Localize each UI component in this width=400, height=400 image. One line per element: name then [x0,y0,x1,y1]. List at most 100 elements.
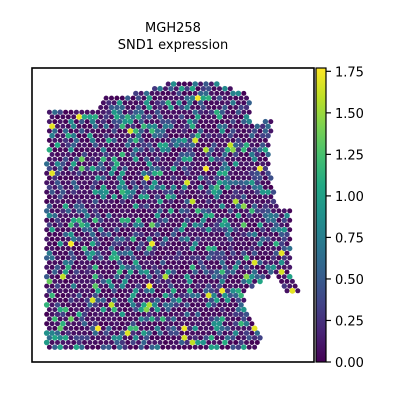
spot-point [130,142,136,148]
spot-point [135,104,142,111]
spot-point [222,123,228,129]
spot-point [90,128,96,134]
spot-point [241,325,247,331]
spot-point [146,114,152,120]
spot-point [168,189,174,195]
spot-point [216,170,223,177]
spot-point [103,302,109,308]
spot-point [60,189,66,195]
spot-point [260,123,266,129]
spot-point [190,227,195,233]
spot-point [251,259,258,266]
spot-point [49,340,55,345]
spot-point [63,222,69,228]
spot-point [233,180,239,186]
spot-point [184,189,190,195]
spot-point [254,246,260,251]
spot-point [106,203,112,209]
spot-point [84,306,90,313]
spot-point [235,241,241,247]
spot-point [217,264,222,270]
spot-point [79,222,85,228]
spot-point [262,184,268,190]
spot-point [200,104,206,111]
spot-point [152,330,158,336]
spot-point [176,213,182,219]
spot-point [160,156,166,162]
spot-point [114,189,120,195]
spot-point [133,297,139,303]
spot-point [189,85,196,92]
spot-point [130,321,136,327]
spot-point [173,283,179,289]
spot-point [122,203,128,209]
spot-point [127,269,134,275]
spot-point [179,236,185,242]
spot-point [95,297,101,303]
spot-point [152,95,158,101]
spot-point [203,100,209,106]
spot-point [154,109,161,115]
spot-point [246,184,252,190]
spot-point [95,156,101,162]
spot-point [130,339,136,346]
spot-point [246,335,252,341]
spot-point [160,250,166,256]
spot-point [130,330,136,336]
spot-point [141,264,147,270]
spot-point [46,137,52,143]
spot-point [149,307,155,313]
spot-point [79,307,85,313]
spot-point [154,335,160,341]
spot-point [92,255,99,261]
spot-point [195,321,201,327]
spot-point [227,274,233,280]
spot-point [133,194,139,200]
spot-point [65,227,71,233]
spot-point [233,227,239,233]
spot-point [44,293,50,298]
spot-point [92,133,98,139]
spot-point [181,344,187,350]
spot-point [192,128,198,134]
spot-point [100,175,107,181]
spot-point [116,175,123,181]
spot-point [200,152,206,157]
spot-point [98,161,104,167]
spot-point [163,283,168,289]
spot-point [138,250,144,256]
spot-point [46,119,52,125]
spot-point [219,259,225,266]
spot-point [57,344,63,351]
spot-point [60,199,66,204]
spot-point [109,236,114,242]
spot-point [136,208,141,214]
spot-point [49,311,55,317]
spot-point [114,114,120,120]
spot-point [214,241,220,247]
spot-point [65,246,71,251]
spot-point [119,264,126,271]
spot-point [152,142,158,148]
spot-point [217,311,222,317]
spot-point [103,283,109,289]
spot-point [81,321,88,327]
spot-point [125,293,131,298]
spot-point [100,335,106,341]
spot-point [195,114,201,120]
spot-point [206,236,212,242]
spot-point [117,307,123,313]
spot-point [171,241,177,247]
spot-point [133,250,139,256]
spot-point [154,203,160,209]
spot-point [46,165,53,172]
spot-point [122,278,128,285]
spot-point [111,194,117,200]
spot-point [54,302,61,308]
spot-point [173,236,179,242]
spot-point [222,161,228,167]
spot-point [130,133,136,139]
spot-point [82,189,87,195]
spot-point [284,222,290,228]
spot-point [106,100,112,106]
